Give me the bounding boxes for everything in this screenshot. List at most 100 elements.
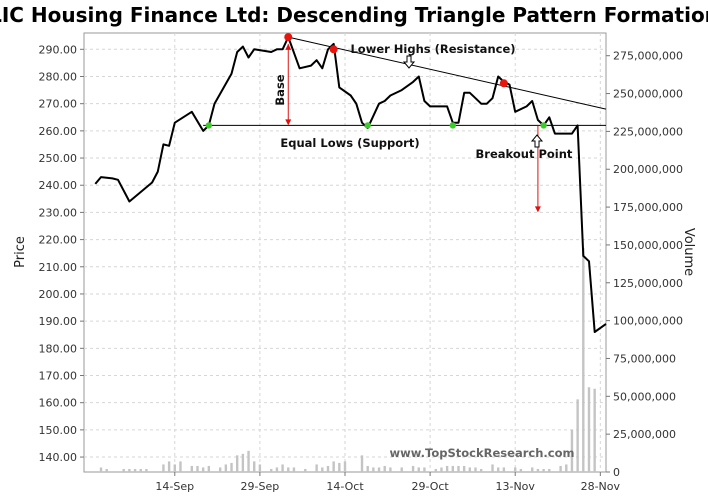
y2-tick-label: 175,000,000	[613, 201, 683, 214]
volume-bar	[99, 467, 103, 472]
y2-axis-label: Volume	[681, 228, 696, 276]
volume-bar	[292, 467, 296, 472]
volume-bar	[105, 468, 108, 472]
volume-bar	[423, 467, 426, 472]
y-tick-label: 230.00	[39, 206, 78, 219]
y-tick-label: 190.00	[39, 315, 78, 328]
volume-bar	[593, 388, 596, 472]
volume-bar	[321, 467, 324, 472]
x-tick-label: 29-Oct	[411, 480, 449, 493]
volume-bar	[235, 455, 239, 472]
volume-bar	[343, 461, 347, 472]
volume-bar	[536, 468, 540, 472]
y-tick-label: 140.00	[39, 451, 78, 464]
y2-tick-label: 250,000,000	[613, 88, 683, 101]
volume-bar	[230, 462, 233, 472]
breakout-arrow-head	[534, 206, 541, 213]
volume-bar	[445, 465, 449, 472]
volume-bar	[462, 465, 466, 472]
volume-bar	[326, 465, 330, 472]
resistance-line	[288, 36, 607, 110]
volume-bar	[468, 467, 472, 472]
y2-tick-label: 100,000,000	[613, 315, 683, 328]
x-tick-label: 28-Nov	[581, 480, 621, 493]
volume-bar	[122, 468, 125, 472]
y2-tick-label: 50,000,000	[613, 390, 676, 403]
y-tick-label: 220.00	[39, 234, 78, 247]
volume-bar	[389, 467, 392, 472]
volume-bar	[287, 467, 290, 472]
y-tick-label: 200.00	[39, 288, 78, 301]
volume-bar	[128, 468, 131, 472]
equal-low-marker	[364, 122, 371, 129]
y-tick-label: 210.00	[39, 261, 78, 274]
volume-bar	[167, 461, 171, 472]
resistance-label: Lower Highs (Resistance)	[350, 42, 515, 56]
volume-bar	[360, 455, 364, 472]
y-tick-label: 280.00	[39, 70, 78, 83]
volume-bar	[332, 461, 335, 472]
volume-bar	[338, 462, 341, 472]
volume-bar	[315, 464, 318, 472]
volume-bar	[457, 465, 460, 472]
breakout-pointer-icon	[530, 134, 544, 148]
volume-bar	[474, 467, 477, 472]
annotations: Lower Highs (Resistance) Equal Lows (Sup…	[273, 42, 574, 460]
lower-high-marker	[329, 45, 338, 54]
volume-bar	[224, 464, 228, 472]
base-arrow-head	[285, 119, 292, 126]
x-tick-label: 14-Sep	[155, 480, 194, 493]
volume-bar	[434, 468, 437, 472]
volume-bar	[502, 467, 506, 472]
volume-bar	[162, 464, 165, 472]
volume-bar	[366, 465, 369, 472]
support-label: Equal Lows (Support)	[280, 136, 419, 150]
volume-bar	[270, 468, 273, 472]
x-tick-label: 29-Sep	[241, 480, 280, 493]
volume-bar	[247, 450, 250, 472]
y-tick-label: 180.00	[39, 342, 78, 355]
volume-bar	[548, 468, 551, 472]
y2-tick-label: 225,000,000	[613, 125, 683, 138]
volume-bar	[491, 464, 494, 472]
volume-bar	[411, 465, 415, 472]
volume-bar	[145, 468, 148, 472]
volume-bar	[196, 465, 199, 472]
volume-bar	[241, 453, 245, 472]
volume-bar	[587, 387, 591, 472]
grid-lines	[83, 32, 607, 473]
y2-tick-label: 25,000,000	[613, 428, 676, 441]
y-tick-label: 160.00	[39, 397, 78, 410]
volume-bar	[496, 467, 500, 472]
volume-bar	[201, 467, 205, 472]
y2-tick-label: 0	[613, 466, 620, 479]
y2-tick-label: 75,000,000	[613, 352, 676, 365]
volume-bar	[451, 465, 455, 472]
volume-bar	[519, 468, 523, 472]
equal-low-marker	[449, 122, 457, 129]
axes: 140.00 150.00 160.00 170.00 180.00 190.00 200.…	[39, 43, 683, 493]
volume-bar	[542, 468, 545, 472]
volume-bar	[173, 464, 176, 472]
resistance-pointer-icon	[402, 55, 416, 69]
volume-bar	[417, 467, 420, 472]
base-label: Base	[273, 74, 287, 105]
y2-tick-label: 275,000,000	[613, 50, 683, 63]
chart-title: LIC Housing Finance Ltd: Descending Tria…	[0, 3, 708, 27]
pattern-markers	[205, 33, 547, 213]
y-axis-label: Price	[13, 236, 28, 268]
lower-high-marker	[284, 33, 293, 42]
volume-bar	[514, 467, 517, 472]
volume-bar	[190, 465, 194, 472]
y2-tick-label: 150,000,000	[613, 239, 683, 252]
y-tick-label: 240.00	[39, 179, 78, 192]
x-tick-label: 13-Nov	[495, 480, 535, 493]
base-arrow-tail	[285, 43, 292, 50]
volume-bar	[576, 399, 579, 472]
volume-bar	[133, 468, 137, 472]
volume-bar	[218, 467, 222, 472]
volume-bar	[400, 467, 403, 472]
volume-bars	[99, 247, 596, 472]
